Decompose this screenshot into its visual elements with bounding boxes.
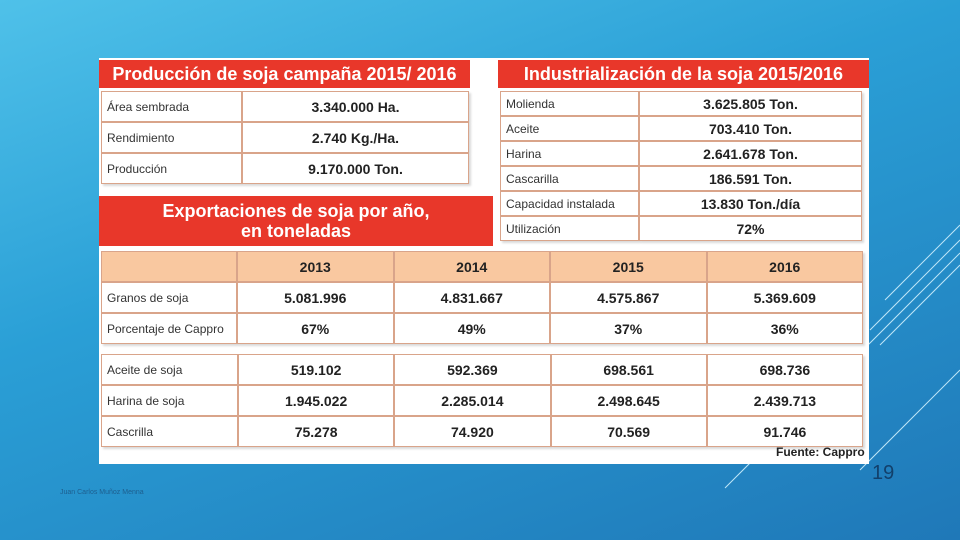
exports-title: Exportaciones de soja por año, en tonela…: [99, 196, 493, 246]
industrial-table: Molienda 3.625.805 Ton. Aceite 703.410 T…: [500, 91, 862, 241]
cell-value: 75.278: [238, 416, 395, 447]
cell-value: 5.081.996: [237, 282, 394, 313]
cell-value: 4.575.867: [550, 282, 707, 313]
row-value: 9.170.000 Ton.: [242, 153, 469, 184]
table-row: Cascrilla 75.278 74.920 70.569 91.746: [101, 416, 863, 447]
cell-value: 36%: [706, 313, 863, 344]
table-row: Producción 9.170.000 Ton.: [101, 153, 469, 184]
cell-value: 5.369.609: [706, 282, 863, 313]
row-value: 2.740 Kg./Ha.: [242, 122, 469, 153]
row-label: Porcentaje de Cappro: [101, 313, 237, 344]
table-row: Harina de soja 1.945.022 2.285.014 2.498…: [101, 385, 863, 416]
cell-value: 49%: [393, 313, 550, 344]
table-row: Cascarilla 186.591 Ton.: [500, 166, 862, 191]
row-label: Granos de soja: [101, 282, 237, 313]
row-value: 2.641.678 Ton.: [639, 141, 862, 166]
row-value: 3.340.000 Ha.: [242, 91, 469, 122]
year-header: 2014: [393, 251, 550, 282]
row-label: Molienda: [500, 91, 639, 116]
cell-value: 74.920: [394, 416, 551, 447]
table-row: Utilización 72%: [500, 216, 862, 241]
cell-value: 91.746: [706, 416, 863, 447]
cell-value: 2.285.014: [394, 385, 551, 416]
industrial-title: Industrialización de la soja 2015/2016: [498, 60, 869, 88]
year-header: 2016: [706, 251, 863, 282]
row-label: Harina: [500, 141, 639, 166]
table-row: Molienda 3.625.805 Ton.: [500, 91, 862, 116]
cell-value: 4.831.667: [393, 282, 550, 313]
row-label: Aceite de soja: [101, 354, 238, 385]
table-row: Granos de soja 5.081.996 4.831.667 4.575…: [101, 282, 863, 313]
exports-title-line2: en toneladas: [240, 221, 352, 241]
row-label: Capacidad instalada: [500, 191, 639, 216]
infographic-panel: Producción de soja campaña 2015/ 2016 In…: [99, 58, 869, 464]
table-row: Porcentaje de Cappro 67% 49% 37% 36%: [101, 313, 863, 344]
exports-table-products: Aceite de soja 519.102 592.369 698.561 6…: [101, 354, 863, 447]
source-note: Fuente: Cappro: [776, 445, 865, 459]
cell-value: 698.561: [550, 354, 707, 385]
production-title: Producción de soja campaña 2015/ 2016: [99, 60, 470, 88]
row-label: Rendimiento: [101, 122, 242, 153]
cell-value: 67%: [237, 313, 394, 344]
table-row: Aceite 703.410 Ton.: [500, 116, 862, 141]
production-table: Área sembrada 3.340.000 Ha. Rendimiento …: [101, 91, 469, 184]
row-label: Harina de soja: [101, 385, 238, 416]
row-label: Producción: [101, 153, 242, 184]
cell-value: 519.102: [238, 354, 395, 385]
year-header: 2015: [550, 251, 707, 282]
row-label: Aceite: [500, 116, 639, 141]
row-value: 13.830 Ton./día: [639, 191, 862, 216]
slide-number: 19: [872, 462, 895, 484]
author-footer: Juan Carlos Muñoz Menna: [60, 489, 144, 496]
row-label: Utilización: [500, 216, 639, 241]
table-row: Aceite de soja 519.102 592.369 698.561 6…: [101, 354, 863, 385]
table-row: Capacidad instalada 13.830 Ton./día: [500, 191, 862, 216]
cell-value: 698.736: [706, 354, 863, 385]
table-row: Área sembrada 3.340.000 Ha.: [101, 91, 469, 122]
year-header: 2013: [237, 251, 394, 282]
cell-value: 2.498.645: [550, 385, 707, 416]
cell-value: 37%: [550, 313, 707, 344]
row-label: Cascarilla: [500, 166, 639, 191]
header-blank: [101, 251, 237, 282]
row-value: 703.410 Ton.: [639, 116, 862, 141]
cell-value: 1.945.022: [238, 385, 395, 416]
row-label: Área sembrada: [101, 91, 242, 122]
row-value: 3.625.805 Ton.: [639, 91, 862, 116]
table-header-row: 2013 2014 2015 2016: [101, 251, 863, 282]
cell-value: 2.439.713: [706, 385, 863, 416]
table-row: Rendimiento 2.740 Kg./Ha.: [101, 122, 469, 153]
cell-value: 592.369: [394, 354, 551, 385]
table-row: Harina 2.641.678 Ton.: [500, 141, 862, 166]
cell-value: 70.569: [550, 416, 707, 447]
exports-table-grains: 2013 2014 2015 2016 Granos de soja 5.081…: [101, 251, 863, 344]
exports-title-line1: Exportaciones de soja por año,: [162, 201, 430, 221]
row-label: Cascrilla: [101, 416, 238, 447]
row-value: 72%: [639, 216, 862, 241]
row-value: 186.591 Ton.: [639, 166, 862, 191]
